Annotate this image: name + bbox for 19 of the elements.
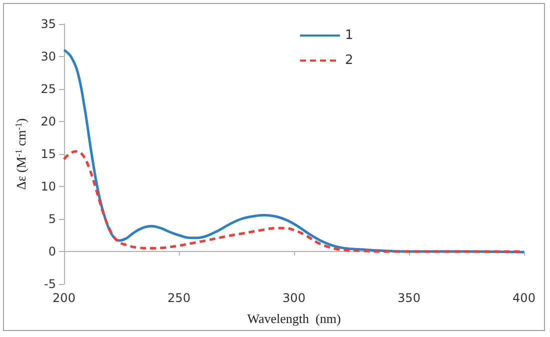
y-tick-label: 15 [40,147,56,161]
y-tick-label: 20 [40,114,56,128]
legend-label: 2 [345,53,354,68]
y-tick-label: 35 [40,17,56,31]
x-tick-label: 350 [398,291,420,305]
line-series [62,150,526,253]
x-tick-label: 400 [512,291,536,305]
y-tick-label: 5 [48,212,56,226]
y-tick-label: 10 [40,180,56,194]
y-tick-label: 25 [40,82,56,96]
legend-label: 1 [345,28,354,43]
x-axis-title: Wavelength (nm) [247,311,341,326]
y-tick-label: 0 [48,244,56,258]
y-tick-label: 30 [40,50,56,64]
y-axis-title: Δε (M-1 cm-1) [14,118,28,190]
x-tick-label: 250 [168,291,190,305]
x-tick-label: 200 [52,291,76,305]
y-tick-label: -5 [44,277,56,291]
x-tick-label: 300 [282,291,306,305]
